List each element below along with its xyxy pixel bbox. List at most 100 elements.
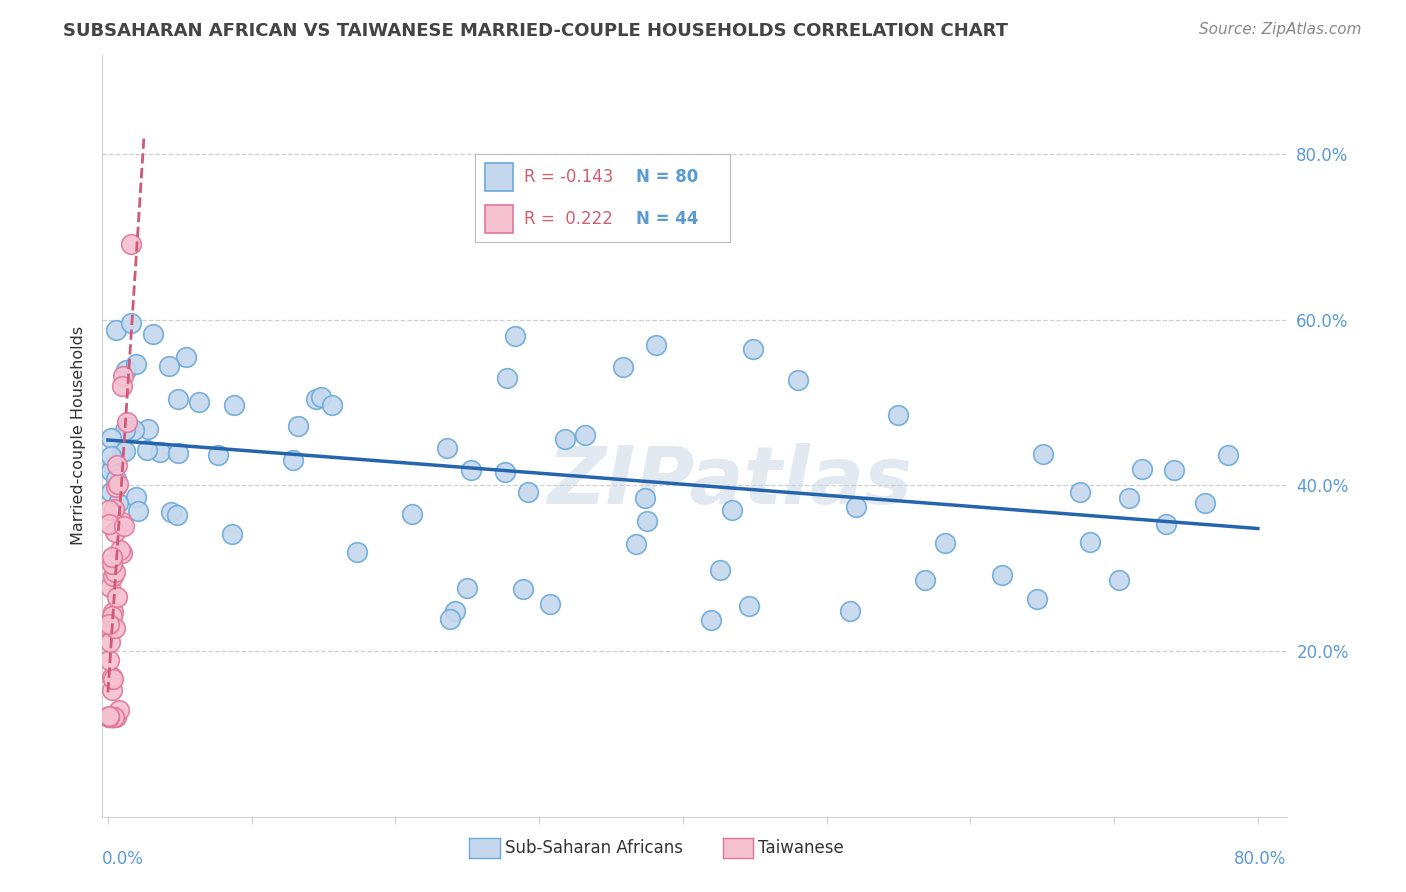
Point — [104, 323, 127, 337]
Point — [136, 442, 159, 457]
Point — [456, 581, 478, 595]
Point — [914, 574, 936, 588]
Point — [224, 398, 246, 412]
Text: 80.0%: 80.0% — [1234, 850, 1286, 869]
Point — [1108, 573, 1130, 587]
Point — [540, 597, 562, 611]
Point — [281, 453, 304, 467]
Point — [149, 445, 172, 459]
Text: Source: ZipAtlas.com: Source: ZipAtlas.com — [1198, 22, 1361, 37]
Point — [838, 604, 860, 618]
Text: 0.0%: 0.0% — [103, 850, 143, 869]
Point — [115, 415, 138, 429]
Point — [136, 422, 159, 436]
Point — [111, 516, 134, 530]
Point — [1194, 496, 1216, 510]
Point — [97, 710, 120, 724]
Point — [1078, 534, 1101, 549]
Point — [101, 710, 124, 724]
Point — [742, 342, 765, 356]
Y-axis label: Married-couple Households: Married-couple Households — [72, 326, 86, 545]
Point — [221, 527, 243, 541]
Point — [111, 378, 134, 392]
Point — [101, 605, 124, 619]
Point — [721, 503, 744, 517]
Point — [101, 710, 124, 724]
Point — [188, 395, 211, 409]
Point — [103, 502, 125, 516]
Point — [120, 237, 142, 252]
Point — [98, 635, 121, 649]
Point — [309, 390, 332, 404]
Point — [111, 368, 134, 383]
Point — [574, 428, 596, 442]
Point — [103, 710, 125, 724]
Point — [709, 562, 731, 576]
Point — [439, 612, 461, 626]
Point — [174, 350, 197, 364]
Point — [127, 504, 149, 518]
Point — [787, 373, 810, 387]
Point — [167, 392, 190, 406]
Point — [98, 580, 121, 594]
Point — [101, 608, 124, 623]
Point — [737, 599, 759, 613]
Point — [167, 445, 190, 459]
Point — [166, 508, 188, 522]
Point — [104, 621, 127, 635]
Point — [436, 441, 458, 455]
Point — [114, 444, 136, 458]
Point — [287, 419, 309, 434]
Point — [159, 359, 181, 373]
Point — [101, 549, 124, 564]
Point — [97, 503, 120, 517]
Point — [700, 613, 723, 627]
Point — [100, 431, 122, 445]
Point — [120, 316, 142, 330]
Point — [100, 449, 122, 463]
Point — [97, 709, 120, 723]
Point — [101, 670, 124, 684]
Point — [636, 514, 658, 528]
Point — [108, 542, 131, 557]
Text: Taiwanese: Taiwanese — [758, 838, 844, 856]
Point — [117, 420, 139, 434]
Point — [108, 703, 131, 717]
Point — [554, 432, 576, 446]
Point — [1216, 448, 1239, 462]
Point — [100, 464, 122, 478]
Point — [1163, 463, 1185, 477]
Point — [401, 508, 423, 522]
Point — [934, 536, 956, 550]
Point — [107, 458, 129, 472]
Point — [443, 604, 465, 618]
Point — [305, 392, 328, 406]
Point — [101, 558, 124, 572]
Point — [886, 408, 908, 422]
Point — [1032, 447, 1054, 461]
Point — [101, 672, 124, 686]
Point — [845, 500, 868, 515]
Point — [101, 568, 124, 582]
Point — [460, 463, 482, 477]
Point — [107, 496, 129, 510]
Point — [496, 370, 519, 384]
Point — [644, 337, 666, 351]
Point — [990, 567, 1012, 582]
Point — [104, 710, 127, 724]
Point — [1069, 484, 1091, 499]
Point — [105, 590, 128, 604]
Point — [105, 472, 128, 486]
Point — [104, 525, 127, 540]
Point — [1025, 592, 1047, 607]
Point — [97, 710, 120, 724]
Point — [122, 423, 145, 437]
Point — [101, 710, 124, 724]
Point — [207, 448, 229, 462]
Point — [1118, 491, 1140, 505]
Point — [98, 617, 121, 632]
Point — [98, 710, 121, 724]
Point — [98, 517, 121, 532]
Point — [97, 653, 120, 667]
Point — [107, 477, 129, 491]
